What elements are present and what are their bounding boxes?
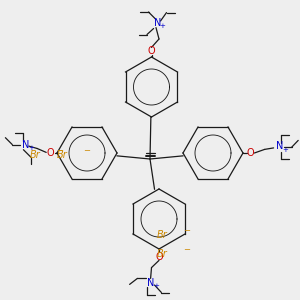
Text: Br: Br	[157, 249, 168, 259]
Text: Br: Br	[30, 150, 41, 160]
Text: −: −	[83, 146, 91, 155]
Text: −: −	[56, 146, 64, 155]
Text: N: N	[147, 278, 154, 288]
Text: O: O	[46, 148, 54, 158]
Text: +: +	[154, 283, 160, 289]
Text: +: +	[160, 22, 166, 28]
Text: O: O	[155, 251, 163, 262]
Text: N: N	[276, 141, 283, 152]
Text: O: O	[148, 46, 155, 56]
Text: N: N	[22, 140, 29, 150]
Text: +: +	[28, 145, 34, 151]
Text: Br: Br	[57, 150, 68, 160]
Text: +: +	[283, 147, 289, 153]
Text: N: N	[154, 17, 161, 28]
Text: −: −	[184, 226, 190, 235]
Text: Br: Br	[157, 230, 168, 240]
Text: O: O	[247, 148, 254, 158]
Text: −: −	[184, 245, 190, 254]
